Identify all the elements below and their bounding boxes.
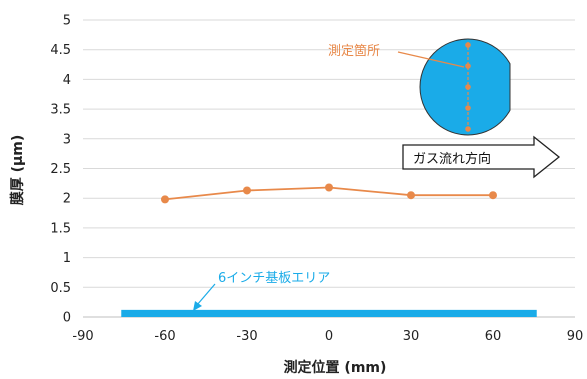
wafer-point (465, 105, 471, 111)
gas-flow-arrow (402, 135, 561, 179)
y-tick-label: 1 (63, 251, 71, 266)
wafer-point (465, 126, 471, 132)
y-tick-labels: 0 0.5 1 1.5 2 2.5 3 3.5 4 4.5 5 (50, 14, 71, 326)
y-tick-label: 0.5 (50, 281, 71, 296)
substrate-band-layer (121, 309, 537, 317)
wafer-point (465, 42, 471, 48)
y-tick-label: 3.5 (50, 103, 71, 118)
y-tick-label: 2.5 (50, 162, 71, 177)
data-point (407, 191, 415, 200)
x-tick-label: -60 (154, 329, 175, 344)
y-tick-label: 1.5 (50, 221, 71, 236)
measurement-points-leader (397, 51, 465, 68)
wafer-measurement-points (465, 42, 471, 132)
x-tick-label: 60 (485, 329, 502, 344)
y-tick-label: 4.5 (50, 43, 71, 58)
substrate-area-label: 6インチ基板エリア (218, 271, 330, 286)
gas-flow-label: ガス流れ方向 (413, 151, 491, 167)
y-tick-label: 0 (63, 311, 71, 326)
y-tick-label: 4 (63, 73, 71, 88)
y-tick-label: 3 (63, 132, 71, 147)
substrate-band (121, 309, 537, 317)
x-tick-label: -90 (72, 329, 93, 344)
y-axis-title: 膜厚 (μm) (9, 135, 26, 206)
substrate-area-leader (196, 283, 216, 306)
data-point (161, 195, 169, 204)
y-tick-label: 5 (63, 14, 71, 29)
substrate-area-leader-arrowhead (193, 301, 202, 311)
x-tick-label: 90 (567, 329, 584, 344)
x-axis-title: 測定位置 (mm) (284, 359, 387, 376)
wafer-diagram (419, 38, 511, 136)
x-tick-labels: -90 -60 -30 0 30 60 90 (72, 329, 583, 344)
x-tick-label: -30 (236, 329, 257, 344)
data-point (489, 191, 497, 200)
measurement-points-label: 測定箇所 (328, 43, 380, 59)
y-tick-label: 2 (63, 192, 71, 207)
wafer-point (465, 84, 471, 90)
x-tick-label: 30 (403, 329, 420, 344)
x-tick-label: 0 (325, 329, 333, 344)
data-point (325, 183, 333, 192)
series-layer (161, 183, 497, 204)
data-point (243, 186, 251, 195)
wafer-circle (419, 38, 511, 136)
wafer-point (465, 63, 471, 69)
